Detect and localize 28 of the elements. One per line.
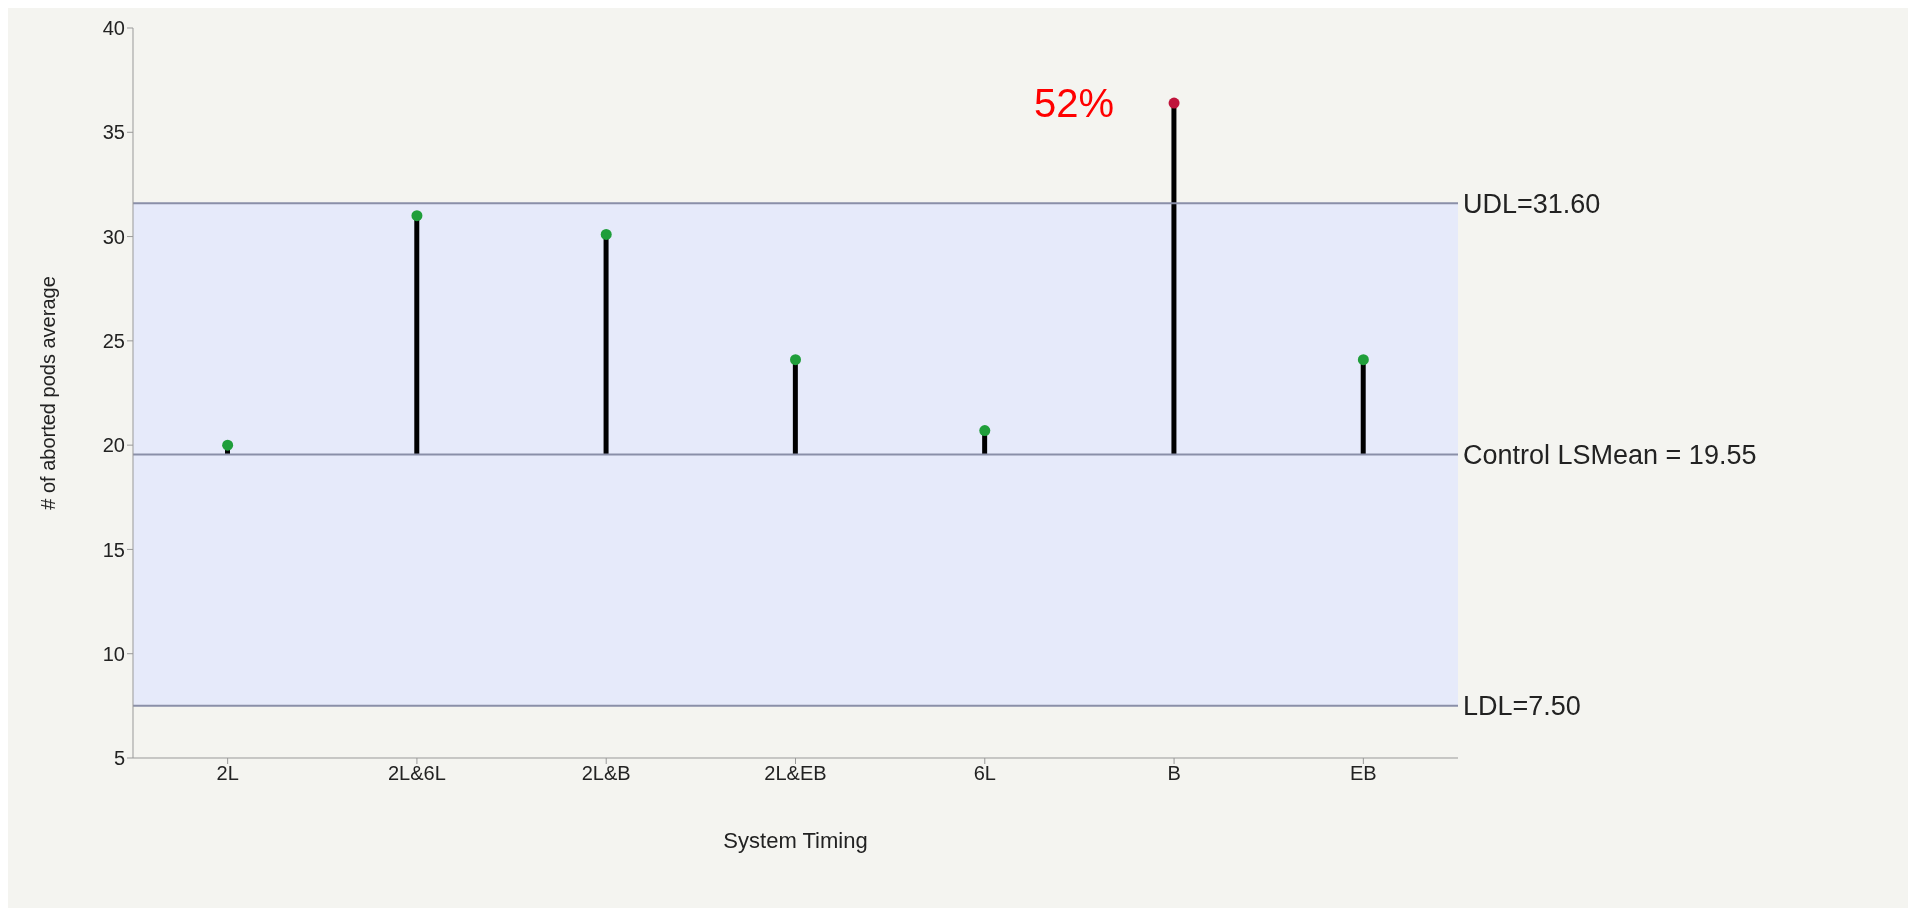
point <box>1168 97 1180 109</box>
x-tick-label: 2L&6L <box>388 762 446 785</box>
y-tick-label: 30 <box>102 225 125 248</box>
point <box>600 228 612 240</box>
point <box>1357 354 1369 366</box>
y-tick-label: 5 <box>113 747 125 770</box>
y-axis-title: # of aborted pods average <box>37 276 60 510</box>
y-tick-label: 25 <box>102 329 125 352</box>
ref-line-label: Control LSMean = 19.55 <box>1463 440 1757 471</box>
y-tick-label: 10 <box>102 642 125 665</box>
y-tick-label: 20 <box>102 434 125 457</box>
x-axis-title: System Timing <box>723 828 868 853</box>
x-tick-label: 6L <box>973 762 996 785</box>
annotation: 52% <box>1034 81 1115 126</box>
y-tick-label: 35 <box>102 121 125 144</box>
point <box>790 354 801 366</box>
x-tick-label: 2L <box>216 762 239 785</box>
y-tick-label: 15 <box>102 538 125 561</box>
ref-line-label: LDL=7.50 <box>1463 691 1581 722</box>
x-tick-label: 2L&EB <box>764 762 827 785</box>
point <box>411 210 423 222</box>
point <box>979 425 991 437</box>
y-tick-label: 40 <box>102 17 125 40</box>
x-tick-label: 2L&B <box>581 762 631 785</box>
x-tick-label: B <box>1167 762 1181 785</box>
x-tick-label: EB <box>1350 762 1377 785</box>
point <box>222 439 234 451</box>
ref-line-label: UDL=31.60 <box>1463 188 1601 219</box>
